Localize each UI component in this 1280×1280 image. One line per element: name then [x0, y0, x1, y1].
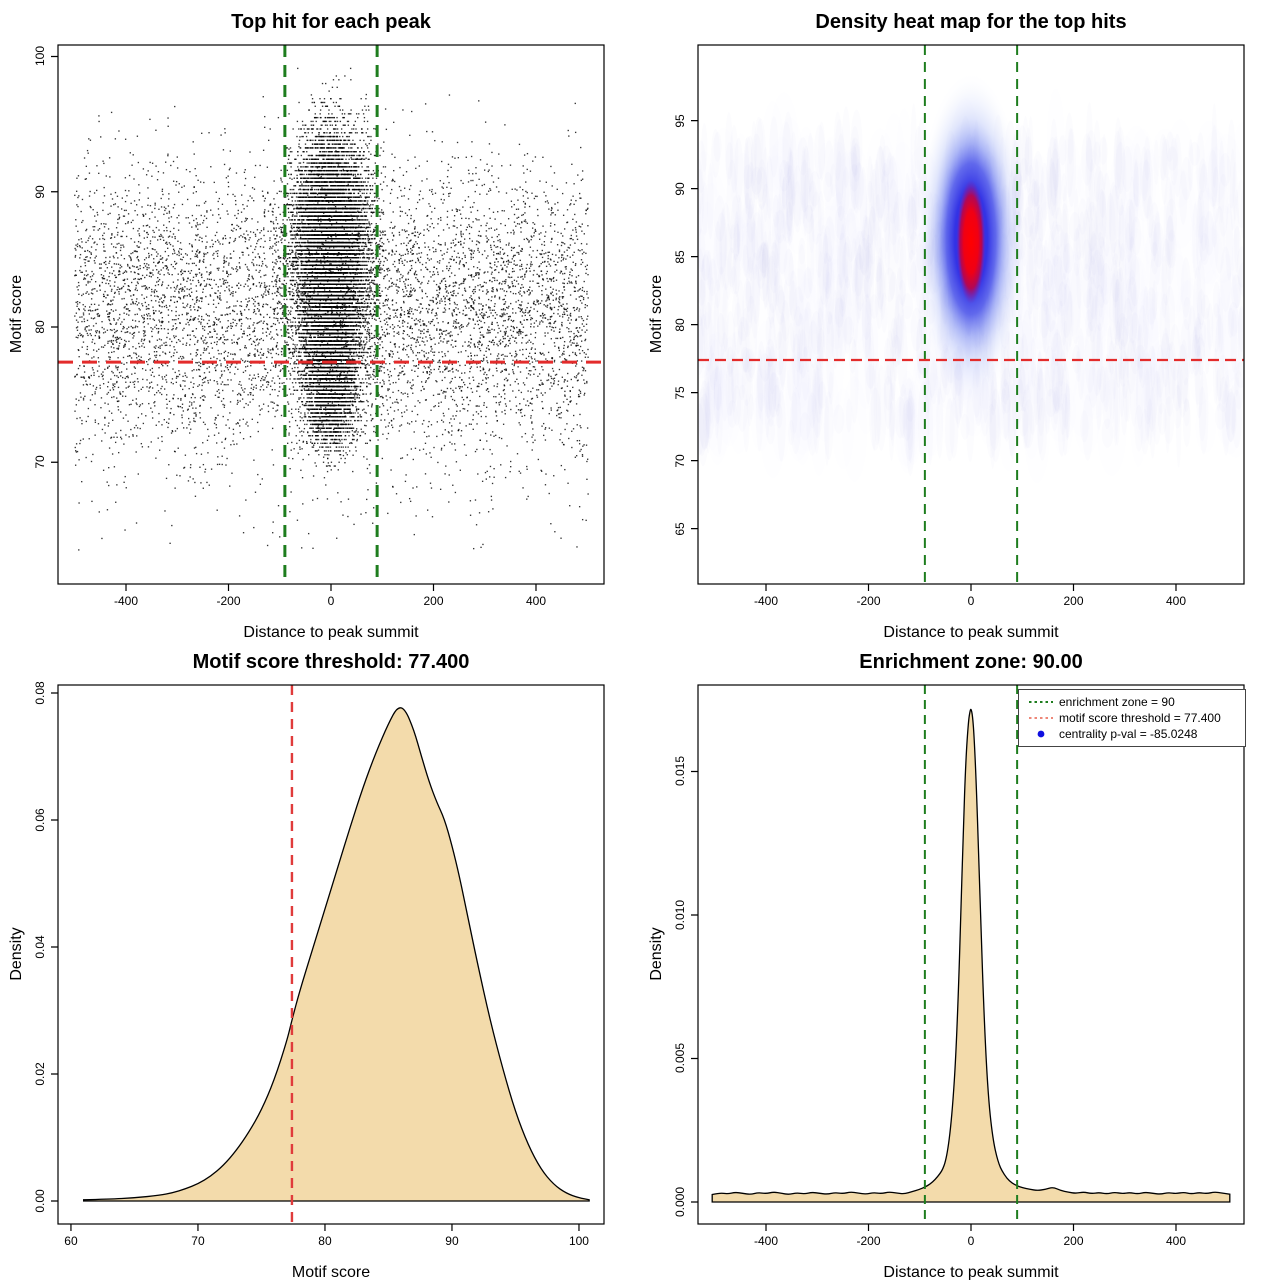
y-tick-label: 90 [673, 181, 687, 196]
panel-title: Top hit for each peak [231, 11, 431, 33]
x-axis-label: Distance to peak summit [883, 1264, 1059, 1280]
x-tick-label: -400 [113, 594, 139, 608]
y-tick-label: 0.06 [33, 808, 47, 832]
x-axis-label: Distance to peak summit [883, 624, 1059, 641]
y-tick-label: 80 [33, 320, 47, 334]
y-tick-label: 75 [673, 385, 687, 400]
panel-title: Enrichment zone: 90.00 [859, 651, 1083, 673]
x-axis-label: Motif score [291, 1264, 371, 1280]
y-tick-label: 0.00 [33, 1189, 47, 1213]
x-axis-label: Distance to peak summit [243, 624, 419, 641]
y-tick-label: 0.010 [673, 899, 687, 930]
y-tick-label: 0.015 [673, 756, 687, 787]
x-tick-label: 80 [318, 1234, 332, 1248]
x-tick-label: 200 [1063, 1234, 1084, 1248]
x-tick-label: 100 [568, 1234, 589, 1248]
legend-label: centrality p-val = -85.0248 [1059, 727, 1198, 741]
legend-item-centrality-pval: centrality p-val = -85.0248 [1019, 726, 1245, 742]
y-tick-label: 85 [673, 249, 687, 264]
y-axis-label: Motif score [648, 274, 665, 354]
y-tick-label: 0.04 [33, 935, 47, 959]
x-tick-label: 0 [967, 594, 975, 608]
y-tick-label: 90 [33, 185, 47, 199]
x-tick-label: 70 [191, 1234, 205, 1248]
dotted-line-icon [1023, 696, 1059, 708]
x-tick-label: -400 [753, 1234, 779, 1248]
panel-motif-score-density: Motif score threshold: 77.400 Motif scor… [0, 640, 640, 1280]
x-tick-label: 400 [1165, 594, 1186, 608]
y-axis-label: Density [648, 927, 665, 981]
dot-icon [1023, 728, 1059, 740]
y-tick-label: 70 [673, 453, 687, 468]
y-tick-label: 100 [33, 46, 47, 67]
x-tick-label: -200 [216, 594, 241, 608]
y-tick-label: 0.02 [33, 1062, 47, 1086]
dotted-line-icon [1023, 712, 1059, 724]
x-tick-label: 400 [1165, 1234, 1186, 1248]
y-tick-label: 65 [673, 521, 687, 536]
x-tick-label: 90 [445, 1234, 459, 1248]
panel-top-hit-scatter: Top hit for each peak Distance to peak s… [0, 0, 640, 641]
panel-summit-distance-density: Enrichment zone: 90.00 Distance to peak … [640, 640, 1280, 1280]
y-tick-label: 0.005 [673, 1043, 687, 1074]
panel-title: Motif score threshold: 77.400 [192, 651, 470, 673]
density-plot-canvas [0, 640, 640, 1280]
y-tick-label: 0.08 [33, 681, 47, 705]
x-tick-label: 200 [423, 594, 444, 608]
legend: enrichment zone = 90 motif score thresho… [1018, 689, 1246, 747]
x-tick-label: 0 [967, 1234, 975, 1248]
x-tick-label: -200 [856, 1234, 881, 1248]
panel-density-heatmap: Density heat map for the top hits Distan… [640, 0, 1280, 641]
legend-item-motif-threshold: motif score threshold = 77.400 [1019, 710, 1245, 726]
x-tick-label: -400 [753, 594, 779, 608]
x-tick-label: 200 [1063, 594, 1084, 608]
legend-label: motif score threshold = 77.400 [1059, 711, 1221, 725]
scatter-plot-canvas [0, 0, 640, 640]
y-axis-label: Density [8, 927, 25, 981]
y-tick-label: 70 [33, 455, 47, 469]
x-tick-label: 60 [64, 1234, 78, 1248]
legend-label: enrichment zone = 90 [1059, 695, 1175, 709]
y-tick-label: 0.000 [673, 1186, 687, 1217]
heatmap-canvas [640, 0, 1280, 640]
legend-item-enrichment-zone: enrichment zone = 90 [1019, 694, 1245, 710]
panel-title: Density heat map for the top hits [815, 11, 1127, 33]
x-tick-label: 400 [525, 594, 546, 608]
x-tick-label: 0 [327, 594, 335, 608]
y-tick-label: 80 [673, 317, 687, 332]
y-axis-label: Motif score [8, 274, 25, 354]
x-tick-label: -200 [856, 594, 881, 608]
y-tick-label: 95 [673, 113, 687, 128]
